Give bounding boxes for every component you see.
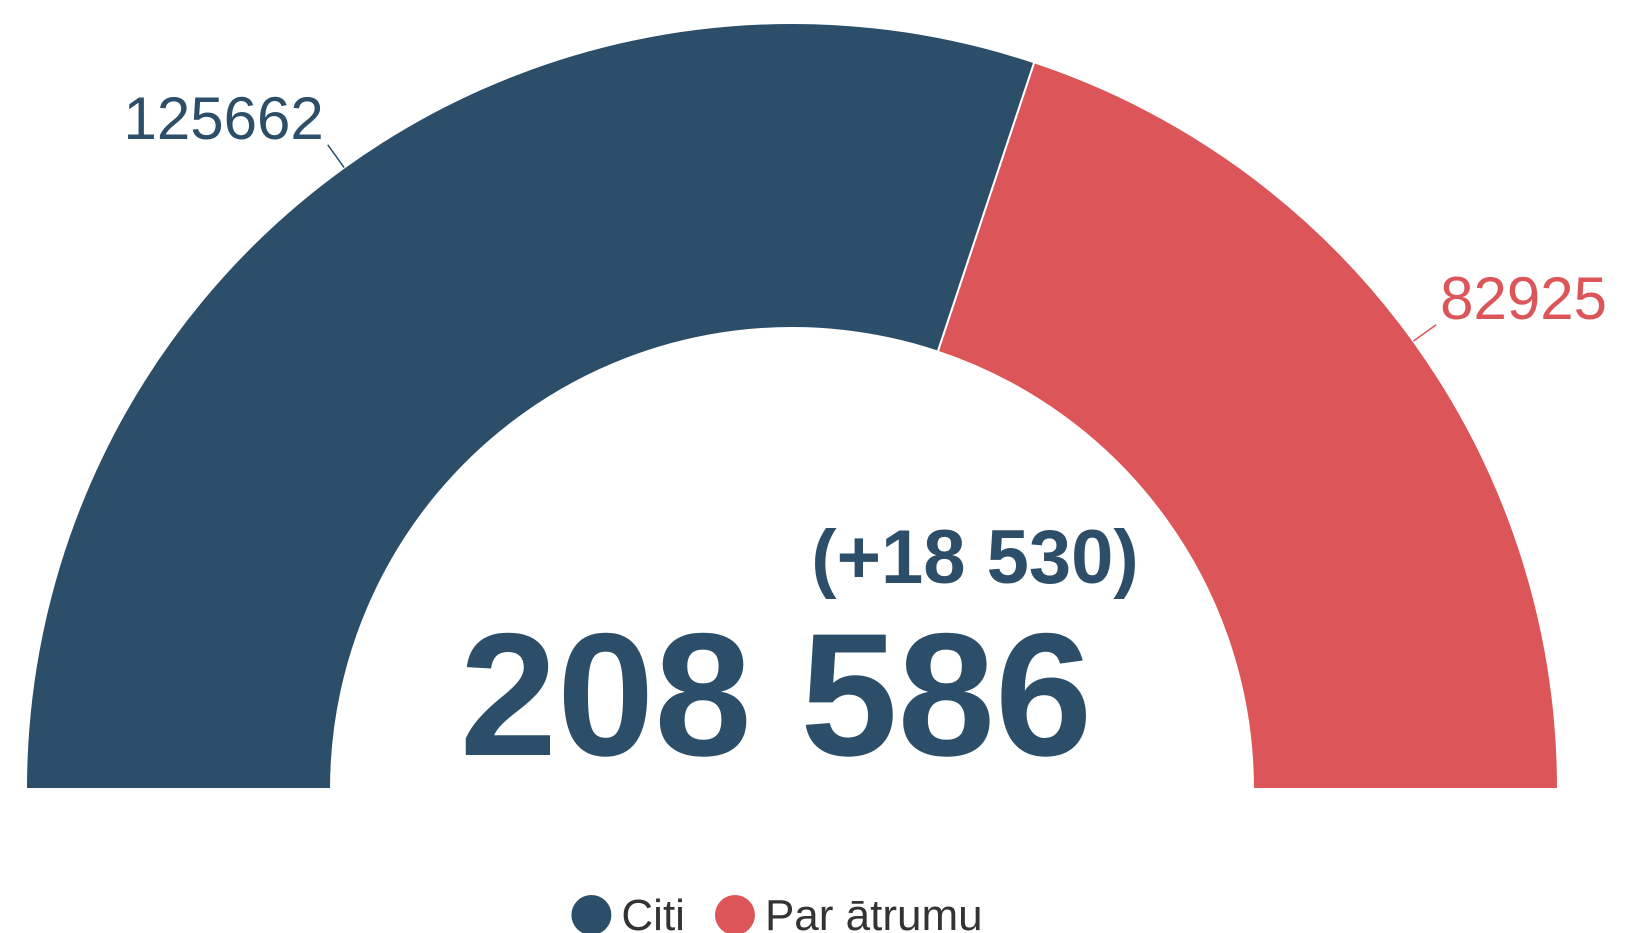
arc-segment — [936, 61, 1560, 790]
leader-line — [1412, 324, 1437, 342]
legend-label: Citi — [621, 891, 685, 933]
data-label: 82925 — [1440, 265, 1607, 332]
center-label: 208 586 — [460, 598, 1093, 793]
center-sublabel: (+18 530) — [811, 515, 1138, 600]
data-label: 125662 — [124, 85, 324, 152]
legend-marker — [714, 895, 755, 933]
leader-line — [327, 144, 345, 169]
legend-marker — [571, 895, 612, 933]
legend-label: Par ātrumu — [765, 891, 983, 933]
arc-segment — [24, 22, 1036, 790]
